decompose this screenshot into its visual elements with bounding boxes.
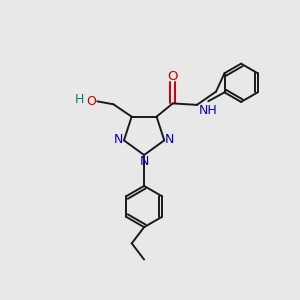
Text: NH: NH: [198, 104, 217, 117]
Text: H: H: [74, 93, 84, 106]
Text: O: O: [167, 70, 178, 83]
Text: N: N: [140, 155, 149, 168]
Text: O: O: [86, 95, 96, 108]
Text: N: N: [114, 133, 123, 146]
Text: N: N: [165, 133, 174, 146]
